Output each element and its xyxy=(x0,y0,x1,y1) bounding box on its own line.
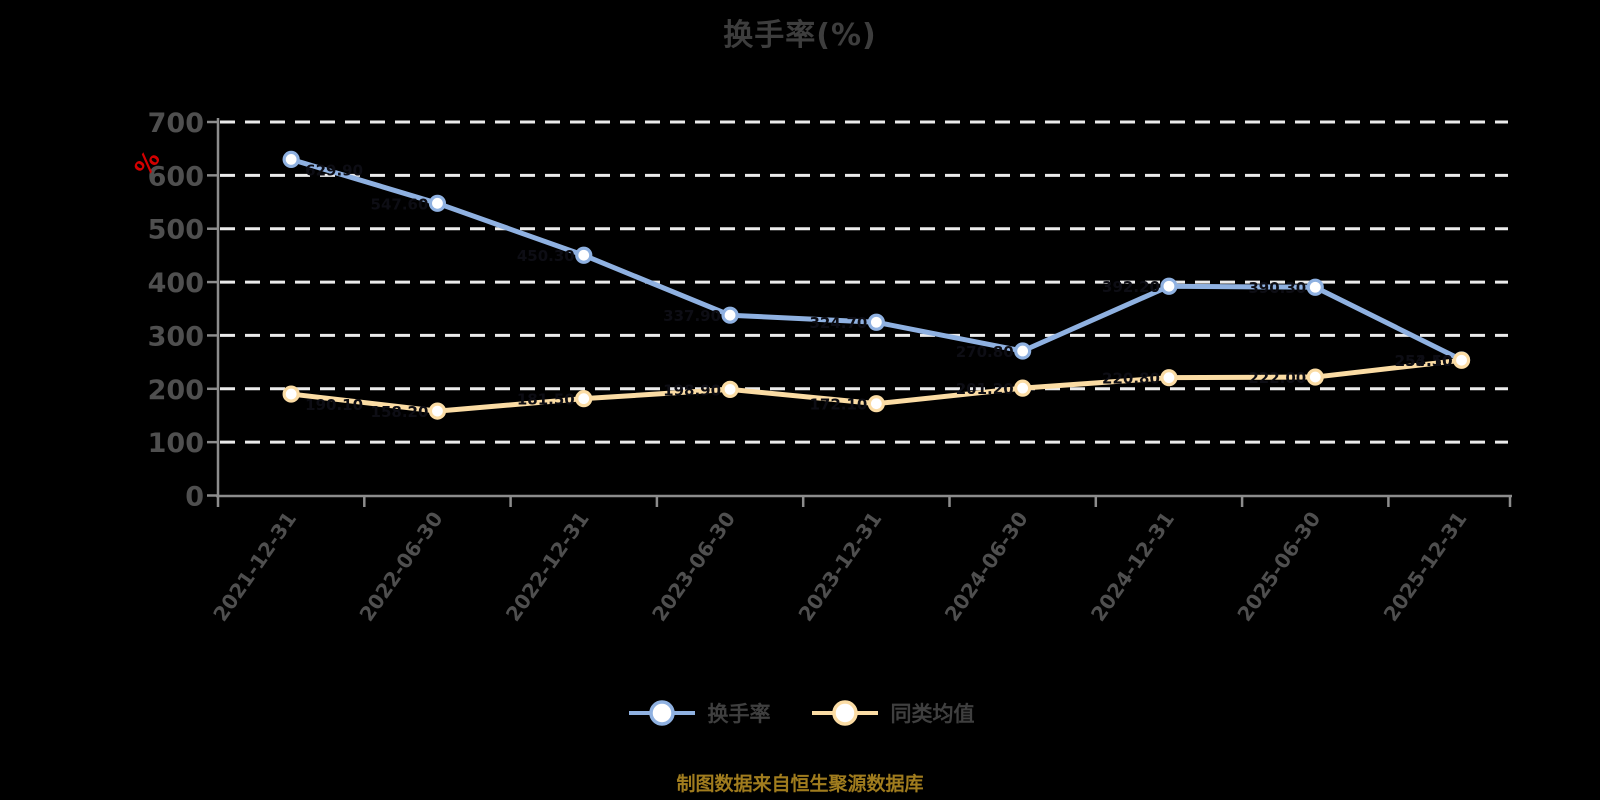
data-label-turnover-4: 324.70 xyxy=(809,314,867,332)
data-label-turnover-8: 254.10 xyxy=(1395,352,1453,370)
data-label-turnover-5: 270.80 xyxy=(956,343,1014,361)
legend-circle-turnover xyxy=(648,700,675,726)
data-point-average-6[interactable] xyxy=(1160,369,1178,387)
y-tick-label-500: 500 xyxy=(148,215,204,246)
data-label-turnover-7: 390.30 xyxy=(1248,279,1306,297)
data-point-average-5[interactable] xyxy=(1014,379,1032,397)
y-tick-label-100: 100 xyxy=(148,428,204,459)
legend-item-average[interactable]: 同类均值 xyxy=(809,698,975,728)
y-tick-label-300: 300 xyxy=(148,321,204,352)
x-tick-label-4: 2023-12-31 xyxy=(793,507,886,626)
data-point-turnover-6[interactable] xyxy=(1160,277,1178,295)
data-label-turnover-1: 547.60 xyxy=(371,195,429,213)
data-point-average-8[interactable] xyxy=(1452,351,1471,369)
y-tick-label-0: 0 xyxy=(185,482,204,513)
data-point-turnover-7[interactable] xyxy=(1306,278,1324,296)
x-tick-label-8: 2025-12-31 xyxy=(1379,507,1472,626)
data-label-turnover-3: 337.90 xyxy=(663,307,721,325)
x-tick-label-5: 2024-06-30 xyxy=(940,507,1033,626)
data-label-average-6: 220.80 xyxy=(1102,370,1160,388)
legend-label-turnover: 换手率 xyxy=(707,702,771,726)
legend-label-average: 同类均值 xyxy=(890,702,975,726)
data-point-average-7[interactable] xyxy=(1306,368,1324,386)
legend: 换手率 同类均值 xyxy=(0,698,1600,728)
y-tick-label-600: 600 xyxy=(148,161,204,192)
legend-item-turnover[interactable]: 换手率 xyxy=(626,698,771,728)
data-point-turnover-0[interactable] xyxy=(282,150,300,169)
data-label-average-3: 198.90 xyxy=(663,381,721,399)
y-tick-label-400: 400 xyxy=(148,268,204,299)
x-tick-label-7: 2025-06-30 xyxy=(1232,507,1325,626)
data-label-average-5: 201.20 xyxy=(956,380,1014,398)
legend-marker-average-icon xyxy=(811,700,878,726)
data-point-turnover-1[interactable] xyxy=(428,194,447,212)
data-label-average-4: 172.10 xyxy=(809,396,867,414)
data-label-turnover-0: 629.90 xyxy=(305,161,363,179)
x-tick-label-6: 2024-12-31 xyxy=(1086,507,1179,626)
data-point-average-4[interactable] xyxy=(867,395,885,413)
data-label-average-2: 181.50 xyxy=(517,391,575,409)
data-point-average-0[interactable] xyxy=(282,385,300,403)
y-tick-label-700: 700 xyxy=(148,108,204,139)
data-source-caption: 制图数据来自恒生聚源数据库 xyxy=(676,773,924,795)
x-tick-label-1: 2022-06-30 xyxy=(355,507,448,626)
chart-title: 换手率(%) xyxy=(723,18,877,53)
y-tick-label-200: 200 xyxy=(148,375,204,406)
x-tick-label-3: 2023-06-30 xyxy=(647,507,740,626)
legend-marker-turnover-icon xyxy=(628,700,695,726)
data-label-turnover-6: 392.20 xyxy=(1102,278,1160,296)
data-point-average-1[interactable] xyxy=(428,402,447,420)
data-label-average-8: 253.50 xyxy=(1395,352,1453,370)
data-label-average-1: 158.20 xyxy=(371,403,429,421)
data-label-average-0: 190.10 xyxy=(305,396,363,414)
data-label-turnover-2: 450.30 xyxy=(517,247,575,265)
data-point-average-2[interactable] xyxy=(575,390,593,408)
x-tick-label-2: 2022-12-31 xyxy=(501,507,594,626)
data-point-turnover-3[interactable] xyxy=(721,306,739,324)
data-label-average-7: 222.00 xyxy=(1248,369,1306,387)
data-point-turnover-2[interactable] xyxy=(575,246,593,264)
data-point-turnover-5[interactable] xyxy=(1014,342,1032,360)
legend-circle-average xyxy=(831,700,858,726)
x-tick-label-0: 2021-12-31 xyxy=(208,507,301,626)
data-point-average-3[interactable] xyxy=(721,380,739,398)
data-point-turnover-4[interactable] xyxy=(867,313,885,331)
